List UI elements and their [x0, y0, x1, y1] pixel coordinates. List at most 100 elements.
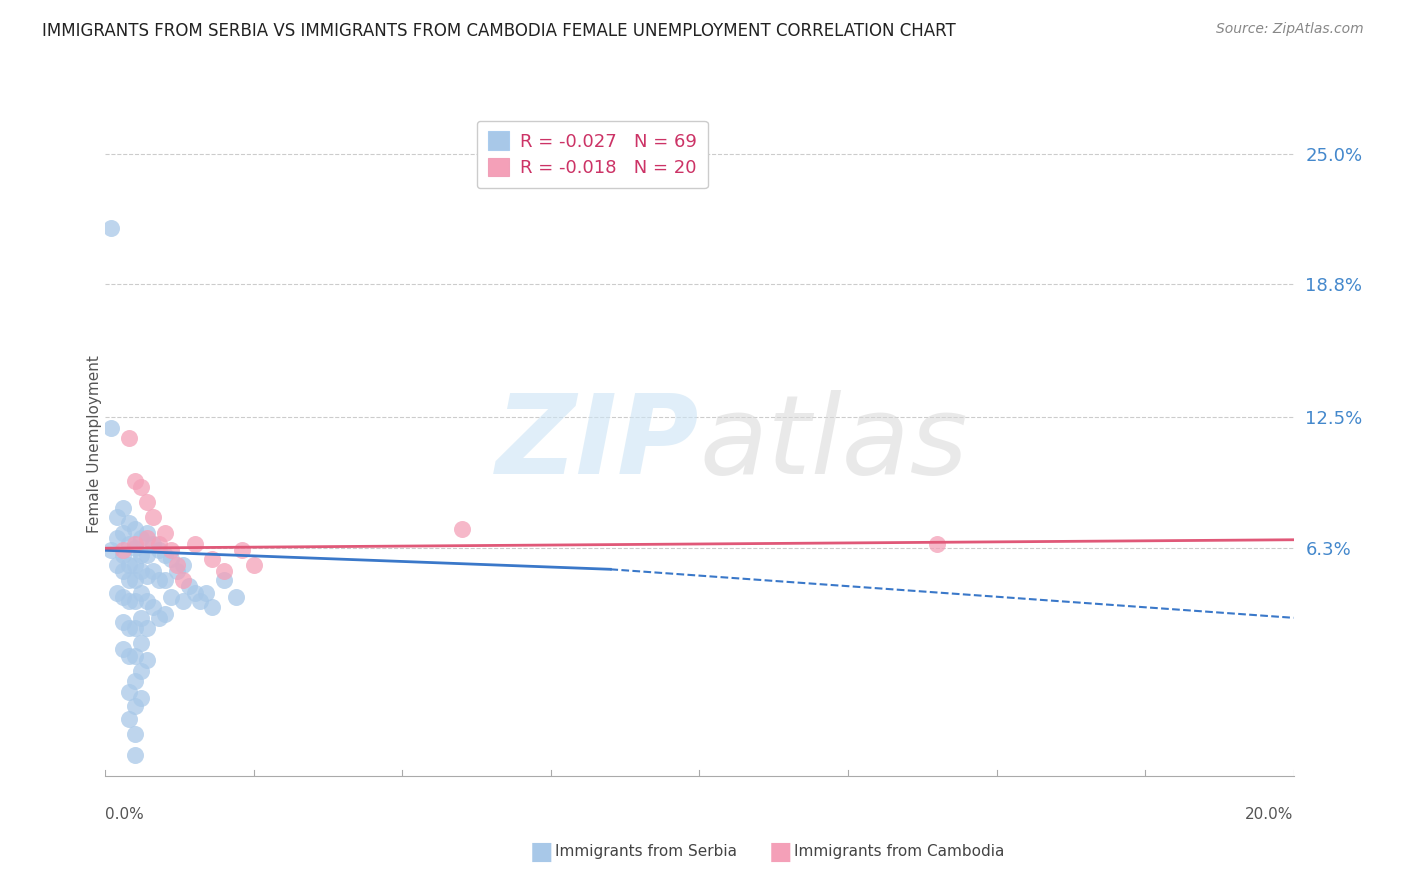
Point — [112, 590, 135, 604]
Text: 0.0%: 0.0% — [105, 807, 145, 822]
Point — [124, 699, 146, 714]
Point — [129, 664, 152, 678]
Point — [112, 543, 135, 558]
Point — [124, 747, 146, 762]
Point — [166, 565, 188, 579]
Text: Immigrants from Cambodia: Immigrants from Cambodia — [794, 845, 1005, 859]
Point — [136, 526, 159, 541]
Point — [177, 579, 200, 593]
Text: Immigrants from Serbia: Immigrants from Serbia — [555, 845, 737, 859]
Point — [118, 516, 141, 530]
Point — [159, 543, 181, 558]
Point — [148, 573, 170, 587]
Point — [231, 543, 253, 558]
Point — [148, 537, 170, 551]
Point — [142, 537, 165, 551]
Y-axis label: Female Unemployment: Female Unemployment — [87, 355, 101, 533]
Text: ZIP: ZIP — [496, 391, 700, 497]
Point — [105, 585, 128, 599]
Point — [105, 531, 128, 545]
Text: ■: ■ — [530, 840, 553, 863]
Point — [136, 568, 159, 582]
Point — [927, 537, 949, 551]
Point — [124, 541, 146, 556]
Point — [183, 537, 205, 551]
Point — [153, 548, 176, 562]
Text: IMMIGRANTS FROM SERBIA VS IMMIGRANTS FROM CAMBODIA FEMALE UNEMPLOYMENT CORRELATI: IMMIGRANTS FROM SERBIA VS IMMIGRANTS FRO… — [42, 22, 956, 40]
Point — [118, 621, 141, 635]
Point — [100, 421, 122, 435]
Point — [124, 648, 146, 663]
Point — [118, 573, 141, 587]
Point — [118, 594, 141, 608]
Point — [118, 537, 141, 551]
Point — [136, 653, 159, 667]
Point — [153, 607, 176, 621]
Point — [112, 526, 135, 541]
Point — [201, 600, 224, 615]
Point — [112, 501, 135, 516]
Point — [100, 220, 122, 235]
Point — [148, 611, 170, 625]
Point — [136, 548, 159, 562]
Point — [450, 522, 472, 536]
Point — [129, 636, 152, 650]
Point — [142, 565, 165, 579]
Point — [118, 648, 141, 663]
Point — [214, 573, 236, 587]
Point — [129, 480, 152, 494]
Point — [190, 594, 212, 608]
Point — [159, 590, 181, 604]
Point — [136, 531, 159, 545]
Legend: R = -0.027   N = 69, R = -0.018   N = 20: R = -0.027 N = 69, R = -0.018 N = 20 — [477, 120, 707, 188]
Point — [105, 509, 128, 524]
Text: ■: ■ — [769, 840, 792, 863]
Point — [112, 642, 135, 657]
Point — [142, 509, 165, 524]
Point — [136, 594, 159, 608]
Point — [153, 526, 176, 541]
Point — [136, 621, 159, 635]
Point — [118, 684, 141, 698]
Point — [172, 558, 194, 572]
Point — [124, 573, 146, 587]
Point — [100, 543, 122, 558]
Text: 20.0%: 20.0% — [1246, 807, 1294, 822]
Point — [153, 573, 176, 587]
Point — [148, 543, 170, 558]
Point — [129, 585, 152, 599]
Point — [183, 585, 205, 599]
Point — [129, 531, 152, 545]
Point — [136, 495, 159, 509]
Point — [159, 551, 181, 566]
Point — [112, 548, 135, 562]
Point — [129, 548, 152, 562]
Point — [195, 585, 218, 599]
Point — [129, 690, 152, 705]
Point — [124, 674, 146, 689]
Point — [124, 594, 146, 608]
Point — [124, 727, 146, 741]
Point — [124, 474, 146, 488]
Point — [129, 611, 152, 625]
Point — [166, 558, 188, 572]
Point — [214, 565, 236, 579]
Point — [112, 565, 135, 579]
Point — [118, 558, 141, 572]
Point — [142, 600, 165, 615]
Point — [118, 432, 141, 446]
Point — [172, 573, 194, 587]
Point — [201, 551, 224, 566]
Point — [124, 537, 146, 551]
Point — [112, 615, 135, 629]
Point — [172, 594, 194, 608]
Text: atlas: atlas — [700, 391, 969, 497]
Point — [124, 621, 146, 635]
Point — [124, 558, 146, 572]
Point — [243, 558, 266, 572]
Point — [105, 558, 128, 572]
Point — [129, 565, 152, 579]
Text: Source: ZipAtlas.com: Source: ZipAtlas.com — [1216, 22, 1364, 37]
Point — [124, 522, 146, 536]
Point — [225, 590, 247, 604]
